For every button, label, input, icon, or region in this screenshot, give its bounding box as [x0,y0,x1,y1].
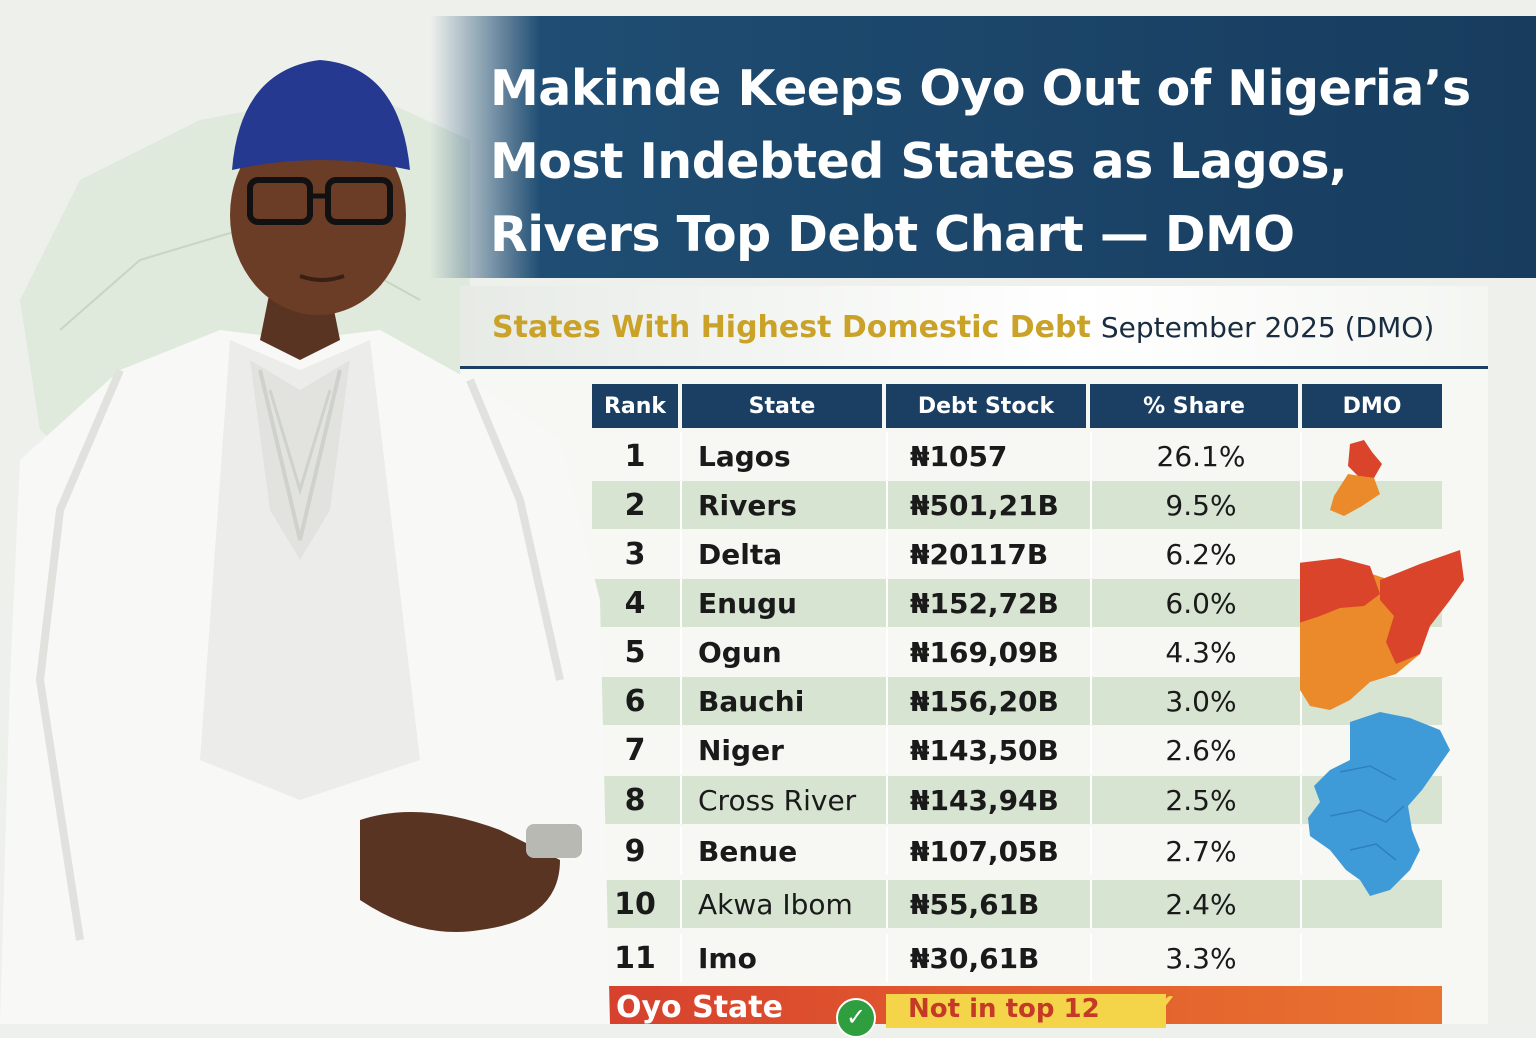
share-cell: 4.3% [1165,635,1237,669]
subtitle-period: September 2025 (DMO) [1100,311,1435,344]
share-cell: 2.5% [1165,783,1237,817]
oyo-state-label: Oyo State [616,990,783,1025]
headline-banner [430,16,1536,278]
table-row: 9 Benue ₦107,05B 2.7% [592,827,1442,875]
checkmark-icon: ✓ [1142,982,1181,1036]
header-state: State [682,384,882,428]
headline-line-3: Rivers Top Debt Chart — DMO [490,206,1295,263]
rank-cell: 9 [624,833,646,869]
table-row: 3 Delta ₦20117B 6.2% [592,530,1442,578]
share-cell: 2.6% [1165,733,1237,767]
dmo-maps [1300,440,1464,896]
rank-cell: 1 [624,438,646,474]
debt-cell: ₦55,61B [910,887,1040,921]
debt-cell: ₦152,72B [910,586,1059,620]
header-debt-stock: Debt Stock [886,384,1086,428]
rank-cell: 5 [624,634,646,670]
rank-cell: 6 [624,683,646,719]
share-cell: 26.1% [1156,439,1246,473]
table-row: 5 Ogun ₦169,09B 4.3% [592,628,1442,676]
share-cell: 3.3% [1165,941,1237,975]
table-row: 7 Niger ₦143,50B 2.6% [592,726,1442,774]
rank-cell: 3 [624,536,646,572]
debt-cell: ₦501,21B [910,488,1059,522]
rank-cell: 4 [624,585,646,621]
debt-cell: ₦143,94B [910,783,1059,817]
state-cell: Ogun [698,635,782,669]
headline-line-1: Makinde Keeps Oyo Out of Nigeria’s [490,60,1471,117]
debt-cell: ₦169,09B [910,635,1059,669]
debt-cell: ₦20117B [910,537,1049,571]
state-cell: Rivers [698,488,797,522]
check-circle-icon: ✓ [836,998,876,1038]
debt-cell: ₦156,20B [910,684,1059,718]
state-cell: Niger [698,733,784,767]
oyo-status-badge: Not in top 12 [886,994,1166,1028]
rank-cell: 8 [624,782,646,818]
rank-cell: 2 [624,487,646,523]
lagos-map-icon [1330,440,1382,516]
table-row: 11 Imo ₦30,61B 3.3% [592,934,1442,982]
table-row: 10 Akwa Ibom ₦55,61B 2.4% [592,880,1442,928]
state-cell: Imo [698,941,757,975]
header-dmo: DMO [1302,384,1442,428]
governor-portrait-image [0,60,610,1024]
table-row: 2 Rivers ₦501,21B 9.5% [592,481,1442,529]
state-cell: Lagos [698,439,791,473]
state-cell: Bauchi [698,684,805,718]
subtitle: States With Highest Domestic Debt Septemb… [492,306,1434,350]
debt-cell: ₦143,50B [910,733,1059,767]
state-cell: Delta [698,537,783,571]
blue-region-map-icon [1308,712,1450,896]
rank-cell: 11 [614,940,656,976]
state-cell: Enugu [698,586,797,620]
subtitle-highlight: States With Highest Domestic Debt [492,310,1091,345]
rank-cell: 7 [624,732,646,768]
debt-cell: ₦107,05B [910,834,1059,868]
nigeria-debt-map-icon [1300,550,1464,710]
debt-cell: ₦1057 [910,439,1008,473]
share-cell: 3.0% [1165,684,1237,718]
rank-cell: 10 [614,886,656,922]
share-cell: 6.0% [1165,586,1237,620]
table-row: 8 Cross River ₦143,94B 2.5% [592,776,1442,824]
share-cell: 2.4% [1165,887,1237,921]
share-cell: 6.2% [1165,537,1237,571]
subtitle-bar [460,286,1488,369]
headline-line-2: Most Indebted States as Lagos, [490,133,1348,190]
debt-cell: ₦30,61B [910,941,1040,975]
table-row: 1 Lagos ₦1057 26.1% [592,432,1442,480]
header-rank: Rank [592,384,678,428]
headline: Makinde Keeps Oyo Out of Nigeria’s Most … [490,52,1510,271]
state-cell: Akwa Ibom [698,887,853,921]
header-share: % Share [1090,384,1298,428]
state-cell: Benue [698,834,798,868]
share-cell: 9.5% [1165,488,1237,522]
state-cell: Cross River [698,783,857,817]
share-cell: 2.7% [1165,834,1237,868]
